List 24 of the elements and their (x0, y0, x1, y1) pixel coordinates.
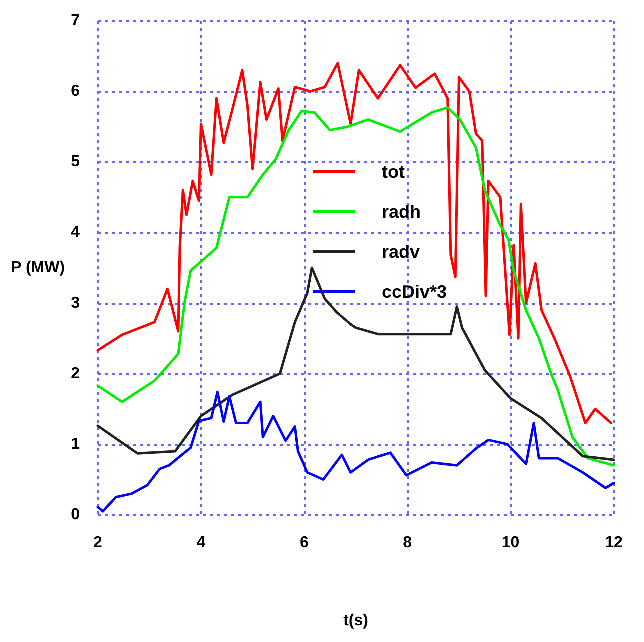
y-tick-label: 3 (71, 294, 80, 312)
y-tick-label: 4 (71, 224, 80, 242)
legend-label: radh (382, 202, 422, 222)
x-tick-label: 8 (403, 534, 412, 552)
legend-label: radv (382, 242, 420, 262)
x-tick-label: 4 (196, 534, 206, 552)
y-tick-label: 1 (71, 436, 80, 453)
line-series (96, 62, 613, 425)
x-axis-title: t(s) (344, 612, 368, 630)
y-axis-title: P (MW) (11, 260, 66, 276)
y-tick-label: 2 (71, 365, 80, 382)
y-tick-label: 5 (71, 154, 80, 171)
line-series (96, 390, 616, 513)
x-tick-label: 6 (300, 534, 309, 552)
x-tick-label: 10 (502, 534, 520, 552)
legend-label: ccDiv*3 (382, 282, 448, 302)
y-tick-label: 7 (71, 12, 80, 30)
x-tick-label: 12 (605, 534, 623, 552)
line-series (96, 106, 616, 467)
line-series (96, 266, 616, 462)
y-tick-label: 0 (71, 506, 80, 524)
y-tick-label: 6 (71, 83, 80, 100)
legend-label: tot (382, 162, 405, 182)
x-tick-label: 2 (94, 534, 103, 552)
